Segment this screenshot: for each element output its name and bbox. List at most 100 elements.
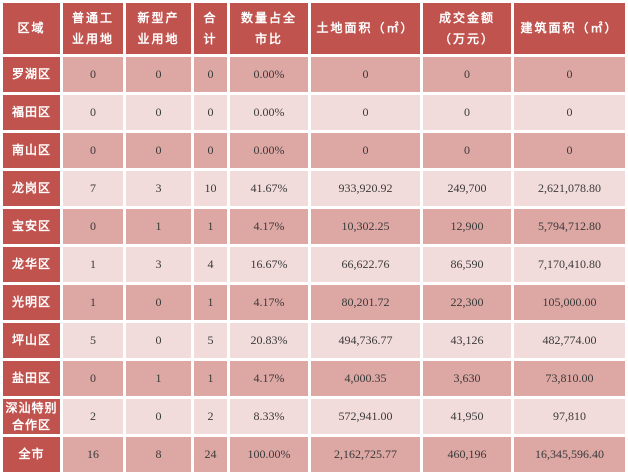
table-cell: 0 (194, 57, 227, 92)
table-cell: 0.00% (230, 95, 308, 130)
table-cell: 3 (126, 247, 191, 282)
column-header-ordinary-land: 普通工业用地 (63, 3, 123, 54)
table-cell: 43,126 (423, 323, 511, 358)
table-cell: 0 (194, 95, 227, 130)
table-cell: 0 (63, 95, 123, 130)
table-cell: 16 (63, 437, 123, 472)
table-cell: 0 (514, 133, 625, 168)
table-cell: 572,941.00 (311, 399, 420, 434)
table-cell: 0 (194, 133, 227, 168)
table-cell: 66,622.76 (311, 247, 420, 282)
table-row: 光明区 1 0 1 4.17% 80,201.72 22,300 105,000.00 (3, 285, 625, 320)
table-cell: 0 (63, 209, 123, 244)
table-cell: 12,900 (423, 209, 511, 244)
table-cell: 4.17% (230, 209, 308, 244)
region-label: 深汕特别合作区 (3, 399, 60, 434)
table-cell: 8.33% (230, 399, 308, 434)
table-cell: 3,630 (423, 361, 511, 396)
table-cell: 73,810.00 (514, 361, 625, 396)
table-cell: 0 (423, 57, 511, 92)
table-cell: 16,345,596.40 (514, 437, 625, 472)
table-cell: 0 (63, 57, 123, 92)
table-cell: 0 (126, 285, 191, 320)
region-label: 盐田区 (3, 361, 60, 396)
table-cell: 494,736.77 (311, 323, 420, 358)
table-cell: 2,162,725.77 (311, 437, 420, 472)
column-header-land-area: 土地面积（㎡） (311, 3, 420, 54)
table-cell: 0 (514, 57, 625, 92)
table-cell: 7 (63, 171, 123, 206)
table-cell: 5 (194, 323, 227, 358)
table-row: 深汕特别合作区 2 0 2 8.33% 572,941.00 41,950 97,810 (3, 399, 625, 434)
table-row: 盐田区 0 1 1 4.17% 4,000.35 3,630 73,810.00 (3, 361, 625, 396)
table-cell: 4,000.35 (311, 361, 420, 396)
region-label: 全市 (3, 437, 60, 472)
table-cell: 86,590 (423, 247, 511, 282)
region-label: 福田区 (3, 95, 60, 130)
table-cell: 0.00% (230, 57, 308, 92)
table-cell: 0 (126, 323, 191, 358)
region-label: 光明区 (3, 285, 60, 320)
column-header-total: 合计 (194, 3, 227, 54)
table-cell: 460,196 (423, 437, 511, 472)
region-label: 坪山区 (3, 323, 60, 358)
column-header-new-type-land: 新型产业用地 (126, 3, 191, 54)
table-cell: 1 (126, 361, 191, 396)
table-cell: 933,920.92 (311, 171, 420, 206)
table-header: 区域 普通工业用地 新型产业用地 合计 数量占全市比 土地面积（㎡） 成交金额（… (3, 3, 625, 54)
table-row: 福田区 0 0 0 0.00% 0 0 0 (3, 95, 625, 130)
table-cell: 7,170,410.80 (514, 247, 625, 282)
table-row: 罗湖区 0 0 0 0.00% 0 0 0 (3, 57, 625, 92)
table-cell: 0 (423, 133, 511, 168)
table-cell: 4.17% (230, 361, 308, 396)
table-cell: 0 (126, 399, 191, 434)
table-cell: 5 (63, 323, 123, 358)
table-cell: 0 (63, 133, 123, 168)
table-cell: 105,000.00 (514, 285, 625, 320)
column-header-building-area: 建筑面积（㎡） (514, 3, 625, 54)
table-cell: 0 (63, 361, 123, 396)
region-label: 龙华区 (3, 247, 60, 282)
table-cell: 0 (423, 95, 511, 130)
table-cell: 22,300 (423, 285, 511, 320)
table-cell: 2 (63, 399, 123, 434)
table-cell: 0 (311, 57, 420, 92)
table-body: 罗湖区 0 0 0 0.00% 0 0 0 福田区 0 0 0 0.00% 0 0 0 南山区 0 0 0 0.00% 0… (3, 57, 625, 472)
column-header-deal-amount: 成交金额（万元） (423, 3, 511, 54)
table-cell: 0 (514, 95, 625, 130)
table-row: 龙华区 1 3 4 16.67% 66,622.76 86,590 7,170,410.80 (3, 247, 625, 282)
table-cell: 2 (194, 399, 227, 434)
region-label: 罗湖区 (3, 57, 60, 92)
table-cell: 1 (63, 247, 123, 282)
table-cell: 24 (194, 437, 227, 472)
region-label: 南山区 (3, 133, 60, 168)
table-row: 宝安区 0 1 1 4.17% 10,302.25 12,900 5,794,712.80 (3, 209, 625, 244)
region-label: 宝安区 (3, 209, 60, 244)
table-cell: 4 (194, 247, 227, 282)
table-cell: 0 (311, 133, 420, 168)
table-row: 坪山区 5 0 5 20.83% 494,736.77 43,126 482,774.00 (3, 323, 625, 358)
table-cell: 97,810 (514, 399, 625, 434)
table-row: 南山区 0 0 0 0.00% 0 0 0 (3, 133, 625, 168)
table-cell: 1 (126, 209, 191, 244)
table-cell: 100.00% (230, 437, 308, 472)
table-cell: 41.67% (230, 171, 308, 206)
table-cell: 1 (63, 285, 123, 320)
table-cell: 0 (126, 57, 191, 92)
table-cell: 482,774.00 (514, 323, 625, 358)
table-cell: 5,794,712.80 (514, 209, 625, 244)
table-cell: 1 (194, 361, 227, 396)
table-cell: 16.67% (230, 247, 308, 282)
table-cell: 249,700 (423, 171, 511, 206)
table-cell: 10,302.25 (311, 209, 420, 244)
header-row: 区域 普通工业用地 新型产业用地 合计 数量占全市比 土地面积（㎡） 成交金额（… (3, 3, 625, 54)
region-label: 龙岗区 (3, 171, 60, 206)
table-cell: 80,201.72 (311, 285, 420, 320)
table-cell: 41,950 (423, 399, 511, 434)
table-cell: 2,621,078.80 (514, 171, 625, 206)
table-cell: 1 (194, 209, 227, 244)
column-header-city-share: 数量占全市比 (230, 3, 308, 54)
table-cell: 8 (126, 437, 191, 472)
table-cell: 4.17% (230, 285, 308, 320)
